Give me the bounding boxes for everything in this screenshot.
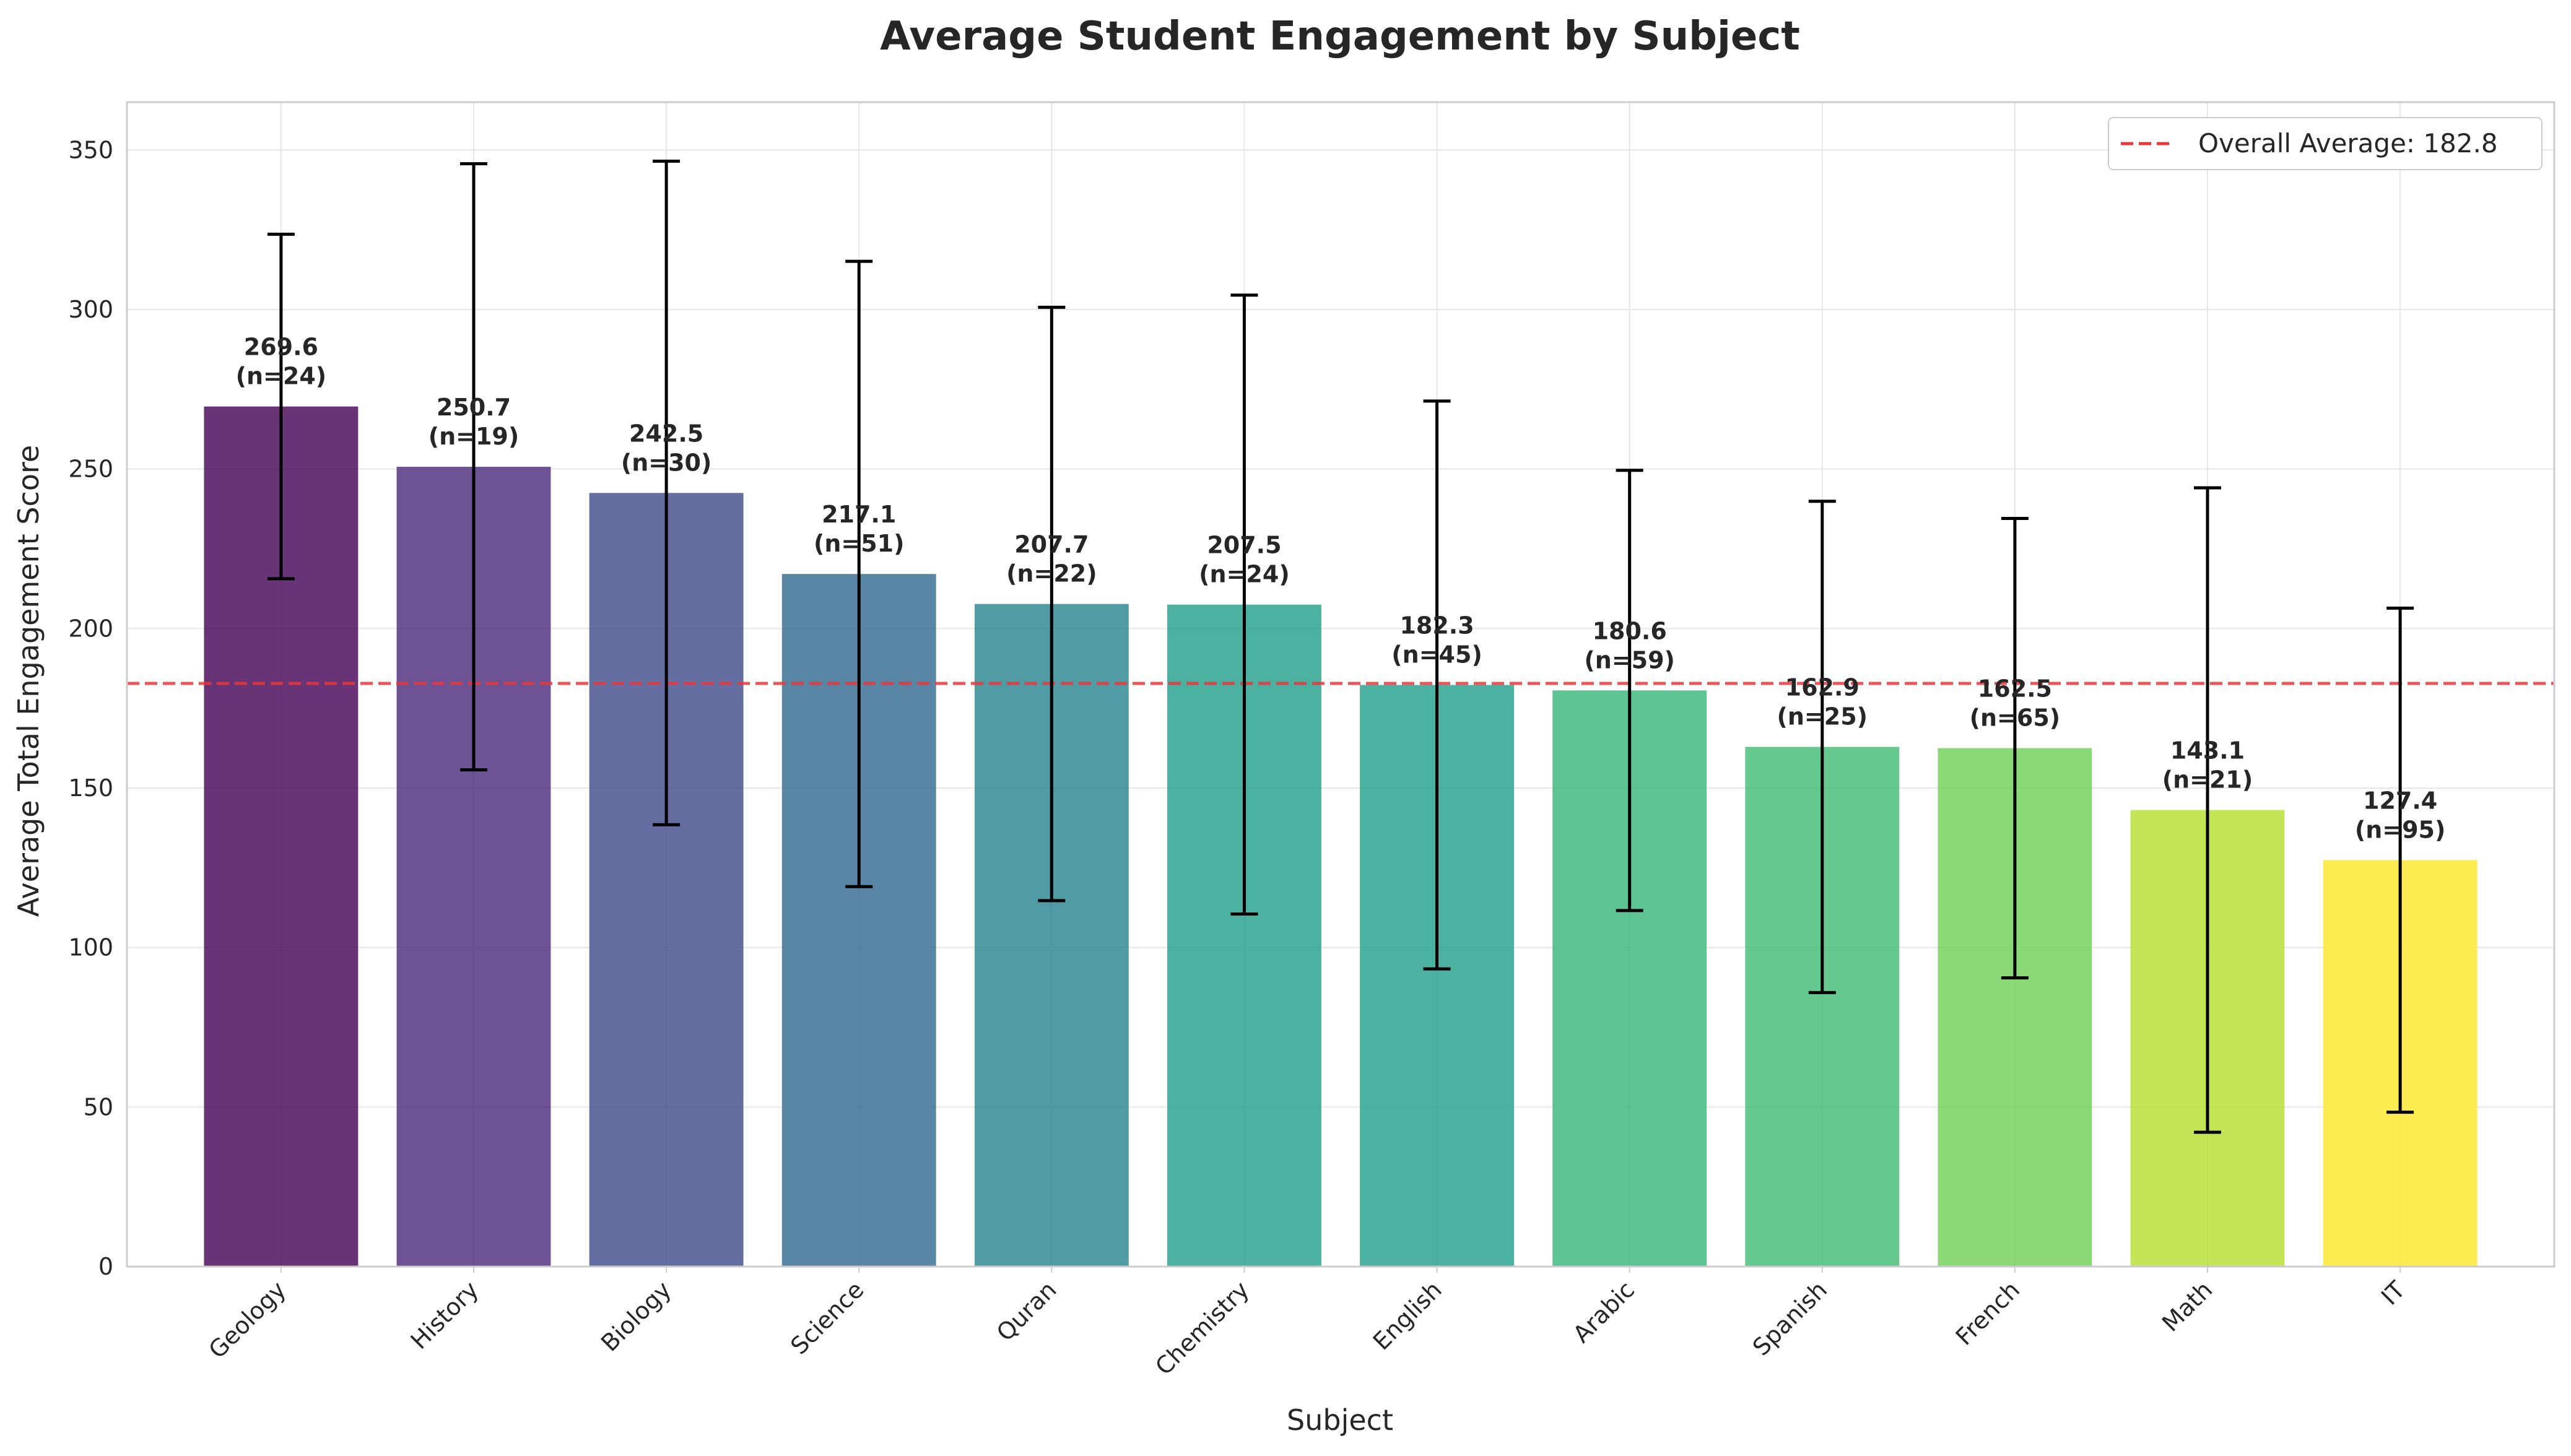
count-label: (n=24) bbox=[236, 363, 327, 390]
count-label: (n=30) bbox=[621, 449, 712, 476]
y-tick-label: 250 bbox=[68, 456, 113, 483]
count-label: (n=25) bbox=[1777, 703, 1868, 730]
value-label: 182.3 bbox=[1399, 612, 1474, 639]
value-label: 250.7 bbox=[437, 394, 511, 421]
value-label: 127.4 bbox=[2363, 787, 2437, 814]
legend-box bbox=[2108, 117, 2543, 170]
y-tick-label: 200 bbox=[68, 615, 113, 642]
value-label: 269.6 bbox=[244, 334, 318, 361]
count-label: (n=45) bbox=[1391, 641, 1482, 669]
y-axis-label: Average Total Engagement Score bbox=[12, 445, 45, 917]
value-label: 143.1 bbox=[2170, 737, 2245, 765]
count-label: (n=19) bbox=[428, 423, 520, 450]
value-label: 217.1 bbox=[822, 501, 896, 528]
value-label: 242.5 bbox=[629, 420, 703, 447]
value-label: 207.5 bbox=[1207, 532, 1281, 559]
legend-average-label: Overall Average: 182.8 bbox=[2198, 128, 2498, 158]
plot-frame bbox=[126, 101, 2556, 1268]
count-label: (n=21) bbox=[2162, 766, 2253, 794]
count-label: (n=65) bbox=[1970, 704, 2061, 732]
data-labels: 269.6(n=24)250.7(n=19) 242.5(n=30)217.1(n… bbox=[236, 334, 2446, 844]
count-label: (n=24) bbox=[1199, 561, 1290, 588]
count-label: (n=59) bbox=[1584, 646, 1675, 674]
count-label: (n=95) bbox=[2355, 816, 2446, 843]
chart-title: Average Student Engagement by Subject bbox=[880, 14, 1800, 59]
y-tick-label: 300 bbox=[68, 296, 113, 323]
y-tick-label: 350 bbox=[68, 136, 113, 163]
error-bars bbox=[267, 159, 2414, 1134]
count-label: (n=22) bbox=[1006, 560, 1097, 587]
y-tick-label: 0 bbox=[98, 1253, 113, 1280]
bars bbox=[204, 406, 2477, 1267]
count-label: (n=51) bbox=[814, 530, 905, 557]
value-label: 162.9 bbox=[1785, 674, 1860, 701]
x-axis-label: Subject bbox=[1287, 1403, 1393, 1437]
value-label: 180.6 bbox=[1593, 617, 1667, 644]
y-tick-label: 100 bbox=[68, 934, 113, 961]
y-tick-label: 150 bbox=[68, 774, 113, 802]
value-label: 207.7 bbox=[1014, 531, 1089, 558]
value-label: 162.5 bbox=[1978, 675, 2052, 703]
y-tick-label: 50 bbox=[84, 1093, 113, 1120]
legend: Overall Average: 182.8 bbox=[2108, 117, 2543, 170]
